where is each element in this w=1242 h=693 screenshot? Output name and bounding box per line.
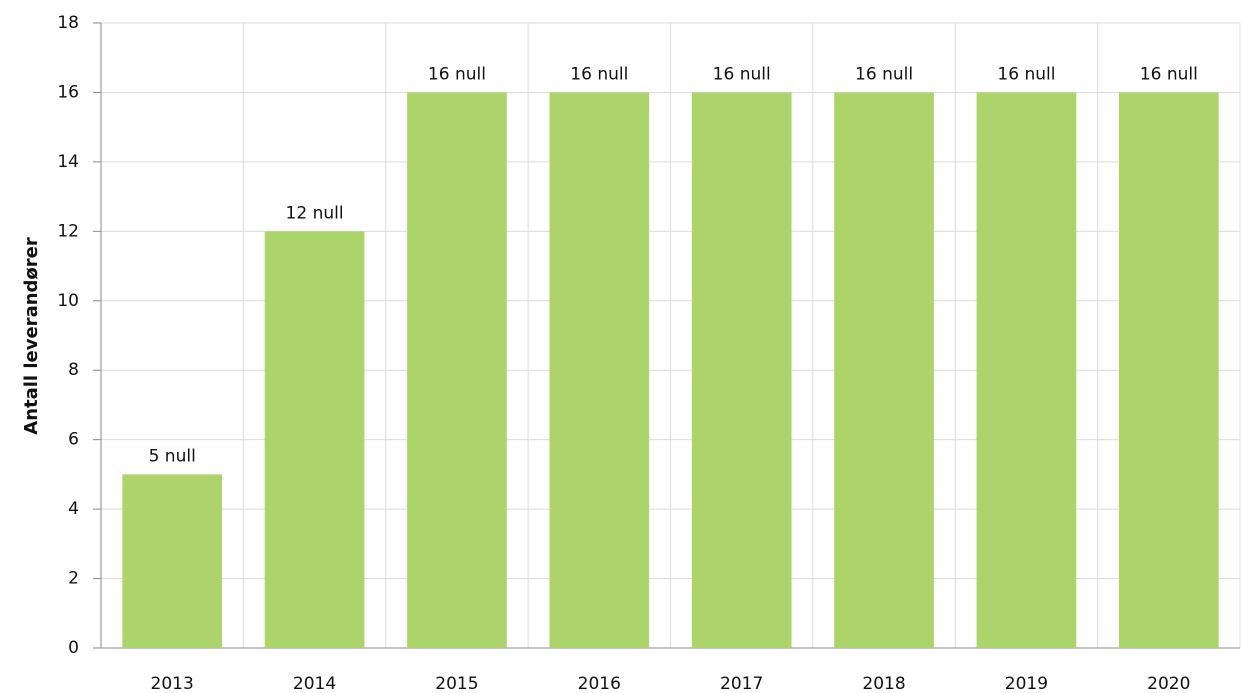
x-tick-label: 2014 [293, 674, 336, 693]
bar [122, 474, 223, 648]
x-tick-label: 2017 [720, 674, 763, 693]
y-tick-label: 6 [68, 430, 79, 450]
y-tick-label: 16 [57, 82, 79, 102]
bar [264, 231, 365, 649]
x-tick-label: 2020 [1147, 674, 1190, 693]
y-tick-label: 10 [57, 291, 79, 311]
bar [1118, 92, 1219, 648]
x-tick-label: 2013 [151, 674, 194, 693]
bar [691, 92, 792, 648]
data-label: 12 null [286, 203, 344, 223]
data-label: 16 null [570, 64, 628, 84]
y-tick-label: 12 [57, 221, 79, 241]
bar [407, 92, 507, 648]
y-tick-label: 2 [68, 569, 79, 589]
y-tick-label: 4 [68, 499, 79, 519]
data-label: 5 null [149, 446, 196, 466]
x-tick-label: 2016 [578, 674, 621, 693]
x-tick-label: 2015 [435, 674, 478, 693]
bar [549, 92, 650, 648]
y-axis-label: Antall leverandører [21, 237, 42, 435]
data-label: 16 null [1140, 64, 1198, 84]
data-label: 16 null [713, 64, 771, 84]
y-tick-label: 8 [68, 360, 79, 380]
y-tick-label: 14 [57, 152, 79, 172]
data-label: 16 null [428, 64, 486, 84]
bar [976, 92, 1077, 648]
bar [834, 92, 934, 648]
y-tick-label: 0 [68, 638, 79, 658]
y-tick-label: 18 [57, 13, 79, 33]
x-tick-label: 2019 [1005, 674, 1048, 693]
x-tick-label: 2018 [862, 674, 905, 693]
data-label: 16 null [997, 64, 1055, 84]
data-label: 16 null [855, 64, 913, 84]
